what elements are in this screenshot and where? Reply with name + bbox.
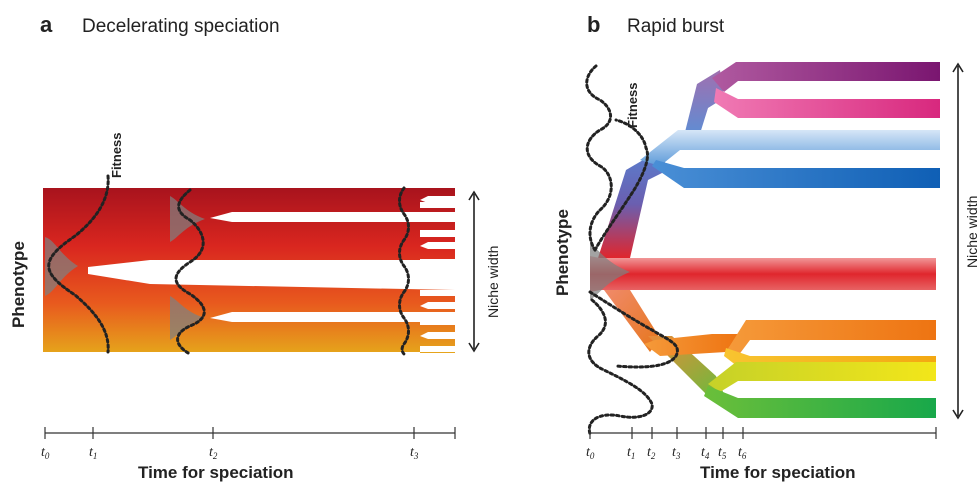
panel-b-fitness-curve-left — [585, 64, 613, 252]
panel-a-time-axis — [44, 427, 456, 439]
panel-b: b Rapid burst Fitness Phenotype — [553, 12, 980, 482]
panel-a-tick-t1: t1 — [89, 445, 97, 461]
panel-b-stem-lower — [604, 290, 660, 352]
panel-b-tick-t1: t1 — [627, 445, 635, 461]
panel-b-lineage-yellow — [708, 362, 936, 392]
panel-b-lineage-orange — [726, 320, 936, 356]
panel-b-tick-t0: t0 — [586, 445, 595, 461]
panel-b-fitness-bell-t0 — [590, 244, 630, 300]
panel-b-lineage-purple — [712, 62, 940, 92]
panel-b-lineage-red — [590, 256, 936, 292]
panel-a-fitness-curve-t3 — [398, 186, 410, 356]
panel-b-tick-t3: t3 — [672, 445, 681, 461]
panel-a-tick-t2: t2 — [209, 445, 218, 461]
panel-b-lineage-lightblue — [640, 130, 940, 166]
panel-b-stem-top — [683, 70, 724, 140]
panel-a-letter: a — [40, 12, 53, 37]
panel-b-lineage-magenta — [714, 88, 940, 118]
panel-b-y-label: Phenotype — [553, 209, 572, 296]
panel-a-tick-t0: t0 — [41, 445, 50, 461]
panel-b-tick-t5: t5 — [718, 445, 727, 461]
panel-a-fitness-bell-t0 — [45, 237, 78, 296]
panel-a-split-lower — [210, 312, 455, 322]
panel-b-stem-upper — [598, 150, 668, 258]
panel-b-title: Rapid burst — [627, 16, 725, 37]
panel-b-lineage-green — [704, 386, 936, 418]
panel-a-title: Decelerating speciation — [82, 16, 280, 37]
panel-a-tick-t3: t3 — [410, 445, 419, 461]
panel-a-fitness-label: Fitness — [109, 132, 124, 178]
panel-a: a Decelerating speciation Fitness Phenot… — [9, 12, 501, 482]
panel-a-niche-label: Niche width — [485, 246, 501, 318]
panel-b-letter: b — [587, 12, 600, 37]
panel-a-split-t3 — [420, 196, 455, 339]
panel-b-fitness-curve-lower-peak — [588, 290, 679, 369]
panel-b-tick-t4: t4 — [701, 445, 710, 461]
panel-b-time-axis — [589, 427, 937, 439]
panel-b-niche-arrow — [952, 62, 964, 420]
panel-a-split-central — [88, 260, 455, 290]
panel-a-split-upper — [210, 212, 455, 222]
panel-a-fitness-curve-t2 — [174, 188, 206, 356]
panel-b-x-label: Time for speciation — [700, 463, 856, 482]
panel-b-tick-t6: t6 — [738, 445, 747, 461]
panel-a-fitness-bell-t2-lower — [170, 296, 205, 340]
panel-b-fitness-label: Fitness — [625, 82, 640, 128]
panel-b-niche-label: Niche width — [964, 196, 980, 268]
panel-a-fitness-curve-t0 — [47, 174, 110, 354]
panel-a-x-label: Time for speciation — [138, 463, 294, 482]
panel-a-y-label: Phenotype — [9, 241, 28, 328]
panel-b-lineage-blue — [652, 160, 940, 188]
panel-a-niche-arrow — [468, 190, 480, 353]
panel-b-fitness-curve-upper-peak — [593, 118, 649, 252]
panel-b-fitness-curve-lower — [587, 298, 654, 436]
panel-b-tick-t2: t2 — [647, 445, 656, 461]
